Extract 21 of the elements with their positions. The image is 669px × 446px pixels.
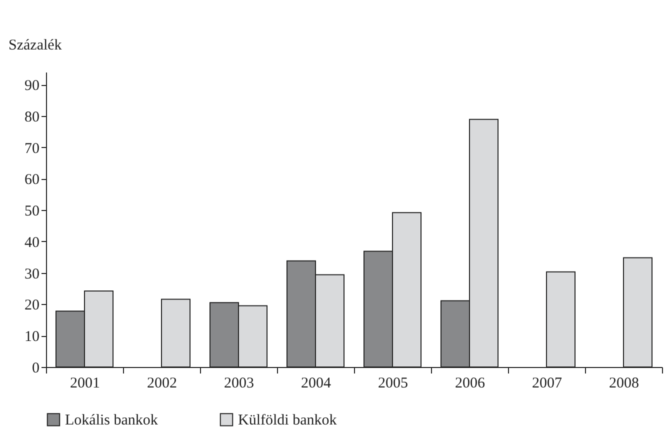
legend-label: Lokális bankok <box>65 412 158 429</box>
x-tick-label: 2002 <box>147 376 177 392</box>
y-tick-label: 20 <box>24 298 40 314</box>
y-tick-label: 40 <box>24 234 40 251</box>
y-tick-label: 0 <box>32 360 40 376</box>
x-tick-label: 2008 <box>609 376 639 392</box>
y-tick-label: 30 <box>24 266 40 282</box>
y-tick-label: 10 <box>24 329 40 346</box>
x-tick-label: 2003 <box>224 376 254 392</box>
y-tick-label: 80 <box>24 109 40 126</box>
x-tick-label: 2007 <box>532 376 562 392</box>
y-tick-label: 70 <box>24 140 40 157</box>
y-tick-label: 60 <box>24 172 40 188</box>
x-tick-label: 2004 <box>301 376 332 392</box>
x-tick-label: 2006 <box>455 376 486 392</box>
y-tick-label: 90 <box>24 78 40 94</box>
x-tick-label: 2005 <box>378 376 408 392</box>
y-tick-label: 50 <box>24 204 40 220</box>
x-tick-label: 2001 <box>70 376 100 392</box>
legend-label: Külföldi bankok <box>238 412 338 429</box>
y-axis-title: Százalék <box>8 38 62 54</box>
